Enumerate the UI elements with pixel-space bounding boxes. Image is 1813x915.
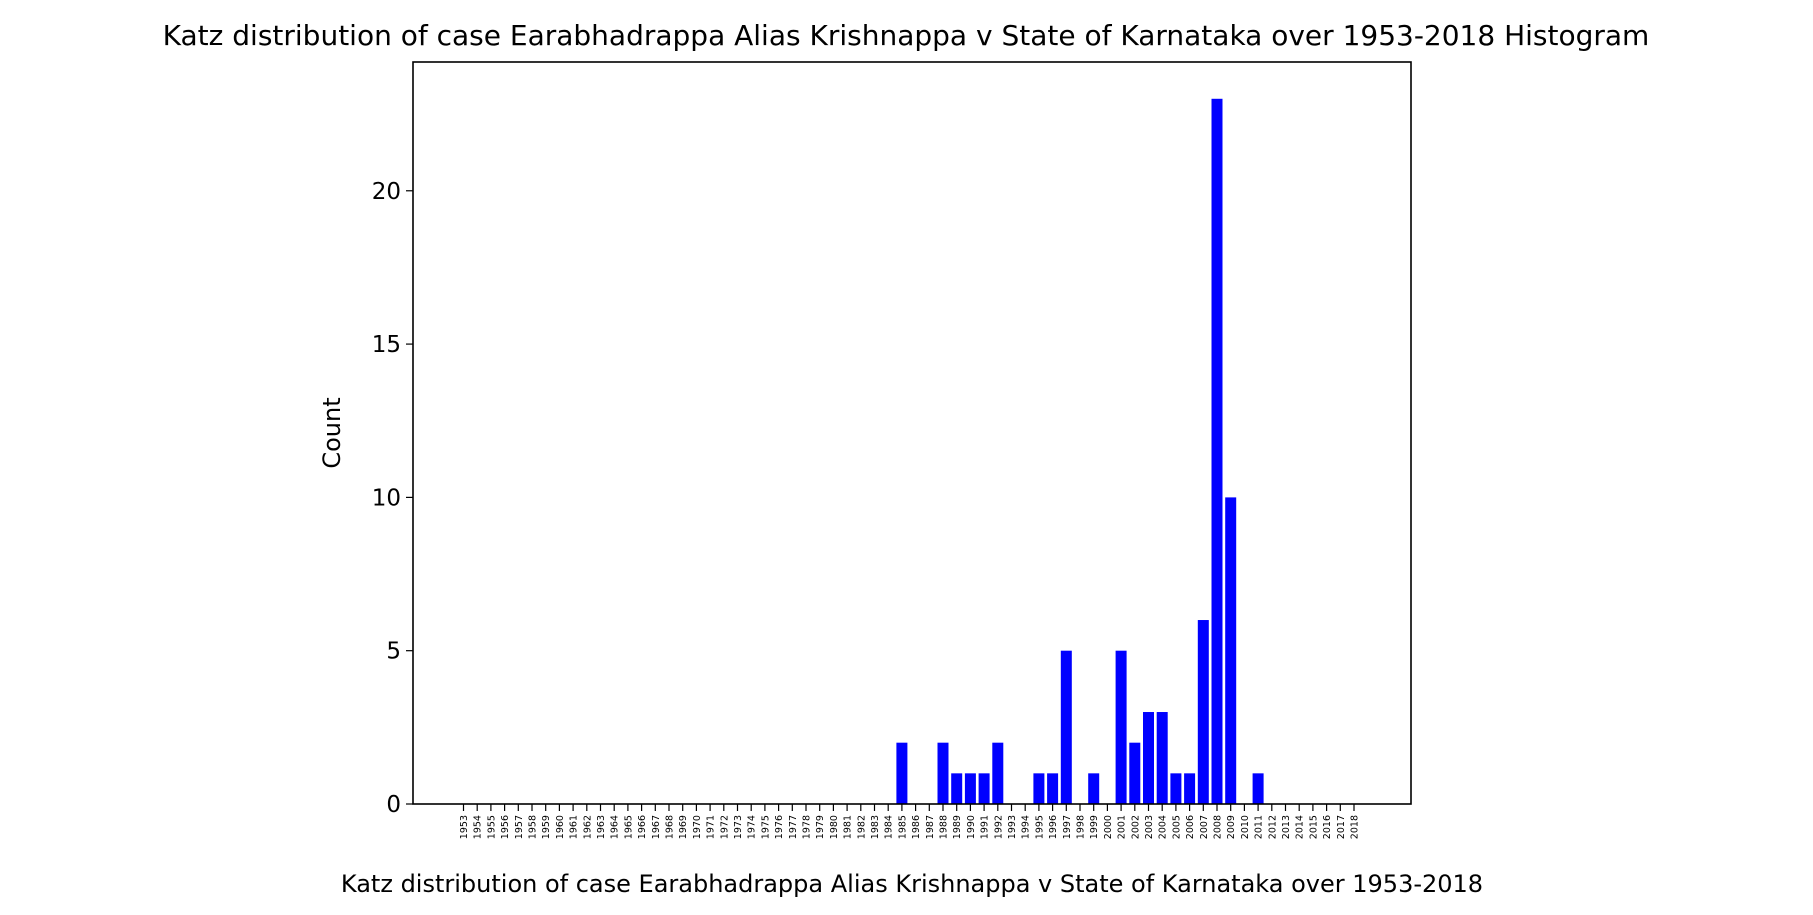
x-tick-label-2005: 2005 [1171, 815, 1182, 839]
x-tick-label-1973: 1973 [733, 815, 744, 839]
x-tick-label-1995: 1995 [1034, 815, 1045, 839]
bar-1985 [896, 742, 908, 804]
x-tick-label-1960: 1960 [555, 815, 566, 839]
x-tick-label-1968: 1968 [665, 815, 676, 839]
x-tick-label-2006: 2006 [1185, 815, 1196, 839]
x-tick-label-1991: 1991 [980, 815, 991, 839]
x-tick-label-1953: 1953 [459, 815, 470, 839]
x-tick-label-1975: 1975 [760, 815, 771, 839]
x-tick-label-1956: 1956 [500, 815, 511, 839]
bar-1995 [1033, 773, 1045, 804]
x-tick-label-1996: 1996 [1048, 815, 1059, 839]
bar-1992 [992, 742, 1004, 804]
x-tick-label-2012: 2012 [1267, 815, 1278, 839]
y-tick-label-15: 15 [372, 332, 401, 358]
y-axis-ticks: 0 5 10 15 20 [372, 179, 413, 818]
bar-2005 [1170, 773, 1182, 804]
x-tick-label-1974: 1974 [747, 815, 758, 839]
x-tick-label-1971: 1971 [706, 815, 717, 839]
bar-2007 [1197, 620, 1209, 804]
x-tick-label-1987: 1987 [925, 815, 936, 839]
bar-2008 [1211, 98, 1223, 805]
x-tick-label-1969: 1969 [678, 815, 689, 839]
bar-2003 [1143, 712, 1154, 804]
x-tick-label-1986: 1986 [911, 815, 922, 839]
x-tick-label-1978: 1978 [802, 815, 813, 839]
x-axis-label: Katz distribution of case Earabhadrappa … [341, 870, 1483, 898]
x-tick-label-1999: 1999 [1089, 815, 1100, 839]
x-tick-label-2011: 2011 [1254, 815, 1265, 839]
bar-1996 [1047, 773, 1059, 804]
x-tick-label-1984: 1984 [884, 815, 895, 839]
bar-1988 [937, 742, 949, 804]
x-tick-label-2002: 2002 [1130, 815, 1141, 839]
x-tick-label-2017: 2017 [1336, 815, 1347, 839]
y-tick-label-0: 0 [386, 792, 401, 818]
x-tick-label-1964: 1964 [610, 815, 621, 839]
x-tick-label-1970: 1970 [692, 815, 703, 839]
bar-2002 [1129, 742, 1141, 804]
x-tick-label-2009: 2009 [1226, 815, 1237, 839]
x-tick-label-2003: 2003 [1144, 815, 1155, 839]
bar-2006 [1184, 773, 1196, 804]
y-tick-label-5: 5 [386, 639, 401, 665]
bars-group [896, 98, 1264, 805]
bar-1989 [951, 773, 963, 804]
bar-1990 [964, 773, 976, 804]
x-tick-label-1997: 1997 [1062, 815, 1073, 839]
chart-title: Katz distribution of case Earabhadrappa … [163, 19, 1650, 52]
x-tick-label-1992: 1992 [993, 815, 1004, 839]
x-tick-label-2007: 2007 [1199, 815, 1210, 839]
x-tick-label-2008: 2008 [1213, 815, 1224, 839]
bar-2004 [1156, 712, 1168, 804]
x-tick-label-2016: 2016 [1322, 815, 1333, 839]
x-tick-label-1994: 1994 [1021, 815, 1032, 839]
x-tick-label-1965: 1965 [623, 815, 634, 839]
plot-frame [412, 61, 1412, 805]
x-tick-label-2014: 2014 [1295, 815, 1306, 839]
x-tick-label-1967: 1967 [651, 815, 662, 839]
x-tick-label-1981: 1981 [843, 815, 854, 839]
x-tick-label-1972: 1972 [719, 815, 730, 839]
x-axis-ticks: 1953 1954 1955 1956 1957 1958 1959 1960 1961 1962… [459, 804, 1361, 839]
y-tick-label-20: 20 [372, 179, 401, 205]
y-axis-label: Count [318, 397, 346, 468]
x-tick-label-1957: 1957 [514, 815, 525, 839]
x-tick-label-1954: 1954 [473, 815, 484, 839]
x-tick-label-1959: 1959 [541, 815, 552, 839]
x-tick-label-1998: 1998 [1076, 815, 1087, 839]
x-tick-label-1982: 1982 [856, 815, 867, 839]
x-tick-label-2015: 2015 [1308, 815, 1319, 839]
x-tick-label-2001: 2001 [1117, 815, 1128, 839]
x-tick-label-1979: 1979 [815, 815, 826, 839]
x-tick-label-1976: 1976 [774, 815, 785, 839]
x-tick-label-1990: 1990 [966, 815, 977, 839]
x-tick-label-1985: 1985 [897, 815, 908, 839]
x-tick-label-1962: 1962 [582, 815, 593, 839]
x-tick-label-2010: 2010 [1240, 815, 1251, 839]
x-tick-label-1989: 1989 [952, 815, 963, 839]
x-tick-label-1966: 1966 [637, 815, 648, 839]
bar-1997 [1060, 650, 1072, 804]
x-tick-label-2000: 2000 [1103, 815, 1114, 839]
bar-1999 [1088, 773, 1100, 804]
x-tick-label-1988: 1988 [939, 815, 950, 839]
x-tick-label-1980: 1980 [829, 815, 840, 839]
x-tick-label-1955: 1955 [486, 815, 497, 839]
x-tick-label-1977: 1977 [788, 815, 799, 839]
x-tick-label-2018: 2018 [1350, 815, 1361, 839]
bar-2011 [1252, 773, 1264, 804]
x-tick-label-2013: 2013 [1281, 815, 1292, 839]
bar-1991 [978, 773, 990, 804]
x-tick-label-1983: 1983 [870, 815, 881, 839]
x-tick-label-1958: 1958 [528, 815, 539, 839]
bar-2001 [1115, 650, 1127, 804]
x-tick-label-1961: 1961 [569, 815, 580, 839]
x-tick-label-1993: 1993 [1007, 815, 1018, 839]
bar-2009 [1225, 497, 1237, 804]
x-tick-label-2004: 2004 [1158, 815, 1169, 839]
y-tick-label-10: 10 [372, 485, 401, 511]
x-tick-label-1963: 1963 [596, 815, 607, 839]
